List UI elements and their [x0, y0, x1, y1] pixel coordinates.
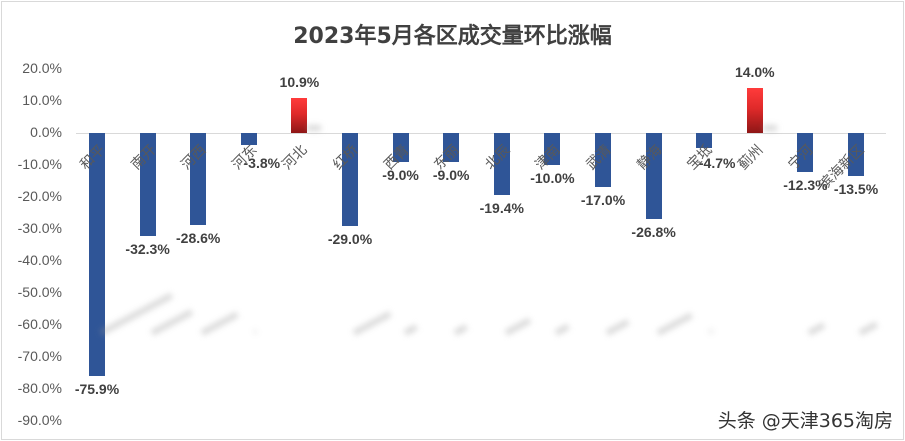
bar-1 — [139, 133, 156, 237]
data-label: -9.0% — [382, 166, 419, 183]
data-label: 10.9% — [279, 74, 320, 91]
data-label: 14.0% — [734, 64, 775, 81]
bar-7 — [443, 133, 460, 162]
y-tick-label: -30.0% — [17, 220, 62, 236]
y-tick-label: -80.0% — [17, 380, 62, 396]
data-label: -10.0% — [530, 170, 575, 186]
bar-12 — [696, 133, 713, 149]
bar-5 — [342, 133, 358, 226]
y-tick-label: -90.0% — [17, 412, 62, 428]
data-label: -13.5% — [833, 181, 879, 198]
data-label: -26.8% — [631, 223, 676, 240]
data-label: -75.9% — [74, 380, 120, 397]
zero-baseline — [76, 133, 886, 134]
data-label: -3.8% — [243, 155, 281, 171]
bar-0 — [89, 133, 105, 376]
y-tick-label: -10.0% — [17, 156, 62, 172]
y-tick-label: -60.0% — [17, 316, 62, 332]
bar-shadow — [762, 125, 777, 131]
bar-shadow — [307, 125, 322, 131]
bar-10 — [595, 133, 611, 188]
y-tick-label: 20.0% — [22, 60, 62, 76]
bar-11 — [645, 133, 662, 219]
y-tick-label: -40.0% — [17, 252, 62, 268]
data-label: -12.3% — [783, 177, 828, 194]
bar-13 — [746, 88, 763, 133]
data-label: -17.0% — [580, 192, 626, 209]
y-tick-label: -70.0% — [17, 348, 62, 364]
data-label: -29.0% — [327, 230, 373, 247]
y-tick-label: 0.0% — [30, 124, 62, 140]
bar-14 — [797, 133, 814, 173]
bar-4 — [291, 98, 308, 133]
data-label: -4.7% — [698, 155, 736, 171]
y-tick-label: -50.0% — [17, 284, 62, 300]
y-tick-label: -20.0% — [17, 188, 62, 204]
y-tick-label: 10.0% — [22, 92, 62, 108]
bar-15 — [848, 133, 864, 177]
data-label: -28.6% — [176, 229, 221, 246]
data-label: -19.4% — [479, 200, 524, 217]
bar-2 — [190, 133, 207, 225]
bar-6 — [392, 133, 409, 162]
watermark: 头条 @天津365淘房 — [717, 410, 893, 432]
bar-9 — [544, 133, 561, 165]
data-label: -9.0% — [432, 166, 470, 183]
chart-title: 2023年5月各区成交量环比涨幅 — [293, 24, 612, 49]
bar-3 — [240, 133, 257, 146]
data-label: -32.3% — [125, 241, 170, 258]
bar-8 — [493, 133, 510, 196]
